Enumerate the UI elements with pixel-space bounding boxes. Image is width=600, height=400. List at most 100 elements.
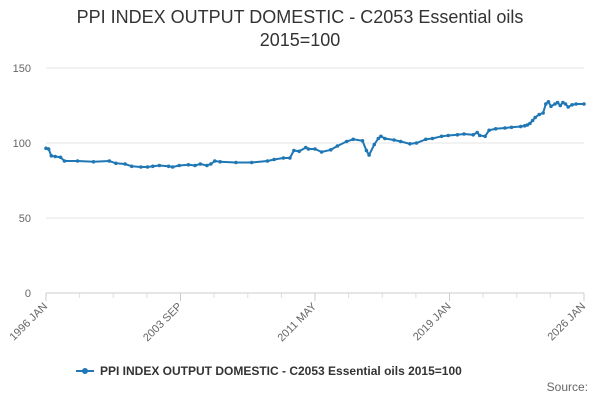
data-point[interactable]: [177, 163, 181, 168]
data-point[interactable]: [288, 156, 292, 160]
data-point[interactable]: [541, 111, 545, 115]
data-point[interactable]: [563, 102, 568, 106]
data-point[interactable]: [379, 134, 383, 139]
data-point[interactable]: [198, 162, 203, 166]
data-point[interactable]: [46, 147, 51, 151]
data-point[interactable]: [367, 153, 371, 157]
data-point[interactable]: [372, 142, 377, 147]
data-point[interactable]: [319, 150, 324, 154]
legend-marker-dot: [82, 368, 88, 374]
data-point[interactable]: [304, 145, 308, 150]
data-point[interactable]: [193, 163, 197, 168]
data-point[interactable]: [493, 127, 498, 131]
data-point[interactable]: [376, 136, 381, 141]
data-point[interactable]: [455, 133, 460, 137]
y-tick-label-100: 100: [13, 138, 31, 150]
legend-label[interactable]: PPI INDEX OUTPUT DOMESTIC - C2053 Essent…: [100, 364, 462, 378]
data-point[interactable]: [58, 155, 63, 160]
data-point[interactable]: [487, 128, 491, 133]
y-tick-label-150: 150: [13, 63, 31, 75]
data-point[interactable]: [503, 126, 507, 130]
data-point[interactable]: [462, 132, 466, 136]
data-point[interactable]: [553, 102, 557, 106]
data-point[interactable]: [546, 100, 551, 104]
data-point[interactable]: [107, 159, 112, 163]
data-point[interactable]: [398, 139, 403, 144]
data-point[interactable]: [537, 112, 541, 117]
data-point[interactable]: [53, 154, 57, 159]
data-point[interactable]: [114, 161, 118, 166]
data-point[interactable]: [166, 164, 171, 169]
data-point[interactable]: [439, 134, 444, 139]
data-point[interactable]: [218, 160, 222, 164]
data-point[interactable]: [157, 163, 162, 168]
data-point[interactable]: [558, 103, 563, 108]
data-point[interactable]: [430, 136, 435, 141]
data-point[interactable]: [478, 133, 482, 138]
data-point[interactable]: [91, 160, 96, 164]
data-point[interactable]: [544, 102, 548, 106]
data-point[interactable]: [265, 159, 270, 163]
data-point[interactable]: [518, 124, 523, 129]
data-point[interactable]: [170, 165, 175, 169]
data-point[interactable]: [566, 105, 570, 109]
series-line: [45, 100, 584, 169]
data-point[interactable]: [151, 164, 155, 169]
data-point[interactable]: [392, 138, 396, 142]
data-point[interactable]: [528, 121, 532, 126]
data-point[interactable]: [281, 156, 286, 160]
data-point[interactable]: [145, 165, 150, 169]
data-point[interactable]: [446, 133, 451, 138]
x-tick-label-2: 2011 MAY: [275, 300, 319, 344]
data-point[interactable]: [424, 137, 428, 142]
data-point[interactable]: [555, 100, 560, 105]
data-point[interactable]: [408, 142, 412, 146]
data-point[interactable]: [62, 159, 67, 163]
data-point[interactable]: [561, 100, 565, 105]
data-point[interactable]: [582, 102, 586, 106]
data-point[interactable]: [123, 162, 127, 166]
data-point[interactable]: [272, 157, 276, 162]
x-tick-label-1: 2003 SEP: [141, 301, 185, 345]
chart-title: PPI INDEX OUTPUT DOMESTIC - C2053 Essent…: [0, 6, 600, 52]
data-point[interactable]: [533, 115, 537, 120]
data-point[interactable]: [549, 104, 553, 109]
data-point[interactable]: [475, 130, 480, 135]
data-point[interactable]: [525, 123, 530, 127]
data-point[interactable]: [509, 125, 514, 130]
data-point[interactable]: [234, 160, 238, 165]
data-point[interactable]: [414, 141, 419, 145]
data-point[interactable]: [75, 159, 80, 163]
y-tick-label-50: 50: [19, 213, 31, 225]
data-point[interactable]: [364, 148, 369, 153]
data-point[interactable]: [383, 136, 387, 141]
data-point[interactable]: [329, 148, 333, 152]
data-point[interactable]: [205, 163, 209, 168]
data-point[interactable]: [530, 118, 535, 123]
data-point[interactable]: [129, 164, 134, 169]
chart-title-line-1: PPI INDEX OUTPUT DOMESTIC - C2053 Essent…: [76, 7, 524, 27]
data-point[interactable]: [351, 137, 356, 142]
series-layer: [44, 100, 586, 169]
data-point[interactable]: [186, 163, 191, 167]
x-tick-label-0: 1996 JAN: [7, 301, 50, 344]
data-point[interactable]: [570, 103, 574, 107]
data-point[interactable]: [335, 144, 340, 148]
source-label: Source:: [546, 380, 588, 394]
data-point[interactable]: [209, 162, 213, 166]
data-point[interactable]: [360, 139, 365, 143]
data-point[interactable]: [213, 159, 217, 163]
chart-title-line-2: 2015=100: [259, 30, 341, 50]
data-point[interactable]: [292, 148, 296, 153]
data-point[interactable]: [306, 147, 311, 151]
data-point[interactable]: [249, 160, 254, 165]
data-point[interactable]: [471, 133, 476, 137]
data-point[interactable]: [139, 165, 143, 169]
data-point[interactable]: [344, 139, 349, 144]
data-point[interactable]: [483, 134, 487, 139]
legend[interactable]: PPI INDEX OUTPUT DOMESTIC - C2053 Essent…: [76, 364, 462, 378]
data-point[interactable]: [313, 147, 317, 151]
data-point[interactable]: [49, 154, 54, 158]
data-point[interactable]: [297, 149, 302, 154]
data-point[interactable]: [574, 102, 578, 106]
